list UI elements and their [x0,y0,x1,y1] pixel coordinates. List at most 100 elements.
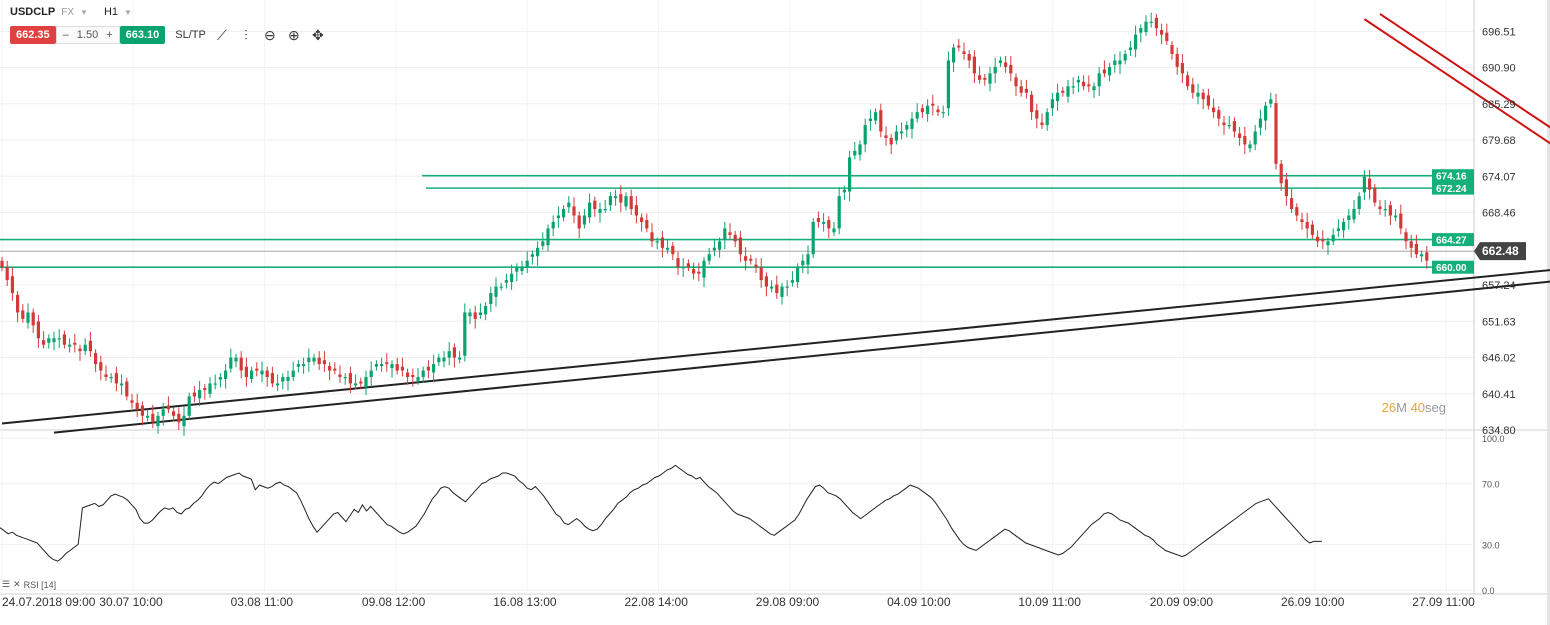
candle-body [1071,86,1075,88]
zoom-in-icon[interactable]: ⊕ [288,26,300,43]
candle-body [458,357,462,360]
lot-minus-button[interactable]: – [62,29,69,41]
timeframe-label[interactable]: H1 [103,6,118,18]
candle-body [354,383,358,386]
candle-body [816,218,820,222]
zoom-out-icon[interactable]: ⊖ [264,26,276,43]
candle-body [437,357,441,363]
horizontal-levels[interactable] [0,174,1474,268]
candle-type-icon[interactable]: ⫶ [244,26,248,43]
candle-body [5,267,9,281]
sltp-button[interactable]: SL/TP [175,29,206,41]
candle-body [1310,224,1314,235]
candle-body [478,312,482,316]
candle-body [884,135,888,138]
candle-body [1326,241,1330,246]
candle-body [738,237,742,255]
candle-body [593,200,597,210]
candle-body [125,381,129,397]
candle-body [187,396,191,416]
candle-body [1076,79,1080,83]
candle-body [203,388,207,390]
candle-body [541,241,545,246]
candle-body [562,209,566,218]
candle-body [941,112,945,114]
candle-body [900,131,904,134]
candle-body [499,286,503,288]
candle-body [790,280,794,283]
candle-body [1175,53,1179,67]
candle-body [1045,112,1049,126]
candle-body [364,377,368,388]
candle-body [302,364,306,367]
candle-body [1243,136,1247,145]
buy-price-button[interactable]: 663.10 [119,26,166,44]
candle-body [120,383,124,386]
candle-body [608,196,612,206]
candle-body [1160,30,1164,35]
candle-body [380,364,384,367]
candle-body [1056,92,1060,102]
candle-body [530,254,534,257]
candle-body [967,53,971,61]
symbol-label[interactable]: USDCLP [10,6,56,18]
timer-seconds-unit: seg [1425,400,1446,415]
indicator-list-icon[interactable]: ☰ [2,579,11,589]
candle-body [161,409,165,416]
chevron-down-icon[interactable]: ▼ [80,7,88,17]
candle-body [1368,178,1372,190]
lot-plus-button[interactable]: + [106,29,113,41]
candle-body [166,405,170,410]
candle-body [146,415,150,418]
candle-body [1004,62,1008,67]
candle-body [1040,122,1044,126]
candle-body [671,245,675,255]
candle-body [998,60,1002,64]
candle-body [426,366,430,371]
candle-body [411,375,415,378]
candle-body [536,247,540,257]
candle-body [416,377,420,381]
time-tick-label: 30.07 10:00 [99,595,163,609]
candle-body [1024,88,1028,93]
candle-body [47,338,51,343]
time-tick-label: 09.08 12:00 [362,595,426,609]
sell-price-button[interactable]: 662.35 [10,26,56,44]
candle-body [681,267,685,269]
lot-stepper[interactable]: – 1.50 + [55,26,120,44]
candle-body [1128,47,1132,51]
line-tool-icon[interactable]: ⟋ [216,26,227,43]
candle-body [36,321,40,339]
trend-lines[interactable] [1,13,1550,434]
candle-body [770,286,774,289]
candle-body [73,342,77,345]
price-tick-label: 668.46 [1482,208,1516,220]
timer-minutes: 26 [1381,400,1397,415]
candle-body [447,351,451,358]
lot-value[interactable]: 1.50 [76,29,99,41]
candle-body [1253,131,1257,145]
candle-body [1264,105,1268,121]
candle-body [1238,133,1242,138]
candle-body [68,344,72,347]
candle-body [868,118,872,122]
candle-body [801,260,805,266]
level-label-box [1432,233,1474,247]
candle-body [442,357,446,362]
candle-body [879,110,883,132]
candle-body [1170,44,1174,54]
chevron-down-icon[interactable]: ▼ [124,7,132,17]
remove-indicator-icon[interactable]: ✕ [13,579,21,589]
candle-body [359,381,363,384]
candle-body [395,364,399,371]
candle-body [432,364,436,373]
candle-body [1300,219,1304,222]
candle-body [806,254,810,265]
rsi-name: RSI [14] [23,579,57,590]
candle-body [1082,81,1086,87]
crosshair-icon[interactable]: ✥ [312,26,324,43]
rsi-indicator-label[interactable]: ☰ ✕ RSI [14] [2,579,56,590]
time-axis: 24.07.2018 09:00 30.07 10:00 03.08 11:00 09… [2,595,1475,609]
rsi-line [0,464,1322,562]
